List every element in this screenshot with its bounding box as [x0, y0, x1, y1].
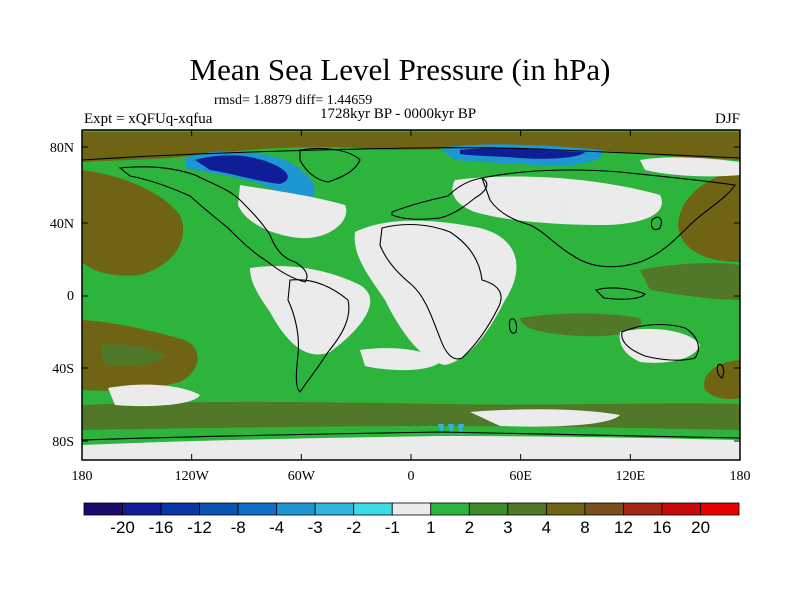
coast-asia [481, 169, 736, 268]
lon-tick-label: 120E [616, 469, 646, 484]
pressure-field [82, 130, 740, 460]
neutral-north-america [238, 185, 347, 239]
colorbar-label: -8 [231, 518, 246, 537]
season-label: DJF [714, 111, 740, 127]
coast-antarctica [82, 431, 740, 441]
antarctic-blue-spots [438, 424, 464, 436]
colorbar-label: -12 [187, 518, 212, 537]
neutral-east-asia-patch [560, 194, 612, 212]
colorbar-box [237, 502, 278, 516]
south-pacific-west-inner [100, 344, 165, 367]
lat-tick-label: 40S [52, 362, 74, 377]
colorbar-label: 8 [580, 518, 589, 537]
colorbar-label: 16 [653, 518, 672, 537]
indian-ocean-band [520, 313, 642, 337]
lat-tick-label: 80S [52, 435, 74, 450]
neutral-siberia [640, 157, 740, 177]
colorbar-box [199, 502, 239, 516]
southern-ocean-band [82, 401, 740, 430]
coast-japan [650, 216, 662, 231]
eq-pacific-east-anomaly [640, 263, 740, 300]
barents-low-core [460, 148, 585, 159]
colorbar-labels: -20 -16 -12 -8 -4 -3 -2 -1 1 2 3 4 8 12 … [110, 518, 710, 537]
north-atlantic-band [82, 132, 740, 162]
colorbar-box [314, 502, 355, 516]
colorbar-box [700, 502, 740, 516]
colorbar-box [122, 502, 162, 516]
colorbar-box [83, 502, 123, 516]
coast-south-america [287, 279, 350, 393]
neutral-atlantic-south-america [250, 265, 371, 355]
colorbar-box [430, 502, 470, 516]
colorbar-label: -20 [110, 518, 135, 537]
coast-europe [391, 177, 488, 220]
colorbar-label: -1 [385, 518, 400, 537]
colorbar-box [160, 502, 200, 516]
coast-australia [621, 324, 699, 361]
south-pacific-east-anomaly [704, 360, 740, 400]
colorbar-box [661, 502, 701, 516]
colorbar-label: -3 [308, 518, 323, 537]
colorbar-box [545, 502, 586, 516]
lon-tick-label: 180 [730, 469, 751, 484]
colorbar-box [507, 502, 547, 516]
colorbar-label: 1 [426, 518, 435, 537]
north-pacific-east-anomaly [678, 170, 740, 262]
colorbar [83, 502, 740, 516]
map-title: Mean Sea Level Pressure (in hPa) [189, 52, 611, 87]
colorbar-box [584, 502, 624, 516]
lon-axis-labels: 180 120W 60W 0 60E 120E 180 [72, 469, 751, 484]
lon-tick-label: 60W [288, 469, 316, 484]
tick-marks [81, 130, 741, 460]
neutral-asia [452, 176, 662, 225]
coast-new-zealand [716, 363, 725, 379]
colorbar-label: -2 [346, 518, 361, 537]
colorbar-label: 4 [542, 518, 551, 537]
colorbar-label: -4 [269, 518, 284, 537]
colorbar-box [623, 502, 663, 516]
stats-text: rmsd= 1.8879 diff= 1.44659 [214, 93, 373, 108]
colorbar-label: 20 [691, 518, 710, 537]
lat-tick-label: 80N [50, 141, 74, 156]
colorbar-label: 12 [614, 518, 633, 537]
colorbar-box [468, 502, 509, 516]
colorbar-box [353, 502, 393, 516]
colorbar-label: 2 [465, 518, 474, 537]
lon-tick-label: 0 [408, 469, 415, 484]
lon-tick-label: 180 [72, 469, 93, 484]
coast-africa [379, 224, 502, 360]
lon-tick-label: 120W [175, 469, 210, 484]
lat-tick-label: 0 [67, 289, 74, 304]
colorbar-label: 3 [503, 518, 512, 537]
neutral-regions [82, 157, 740, 460]
neutral-south-pacific [108, 384, 200, 407]
coast-madagascar [508, 318, 518, 334]
neutral-south-atlantic [360, 348, 440, 371]
colorbar-box [391, 502, 432, 516]
coastlines [82, 147, 740, 441]
lat-axis-labels: 80N 40N 0 40S 80S [50, 141, 74, 450]
colorbar-label: -16 [149, 518, 174, 537]
north-pacific-west-anomaly [82, 170, 184, 276]
neutral-southern-ocean-east [470, 409, 620, 427]
colorbar-box [276, 502, 316, 516]
coast-north-america [118, 166, 308, 283]
coast-arctic [82, 147, 740, 161]
neutral-africa-europe [354, 220, 517, 365]
neutral-australia [619, 328, 700, 363]
experiment-label: Expt = xQFUq-xqfua [84, 111, 213, 127]
period-text: 1728kyr BP - 0000kyr BP [320, 106, 477, 122]
greenland-low-core [195, 155, 288, 184]
lat-tick-label: 40N [50, 217, 74, 232]
coast-indonesia [594, 287, 646, 300]
lon-tick-label: 60E [509, 469, 532, 484]
neutral-antarctica [82, 436, 740, 460]
